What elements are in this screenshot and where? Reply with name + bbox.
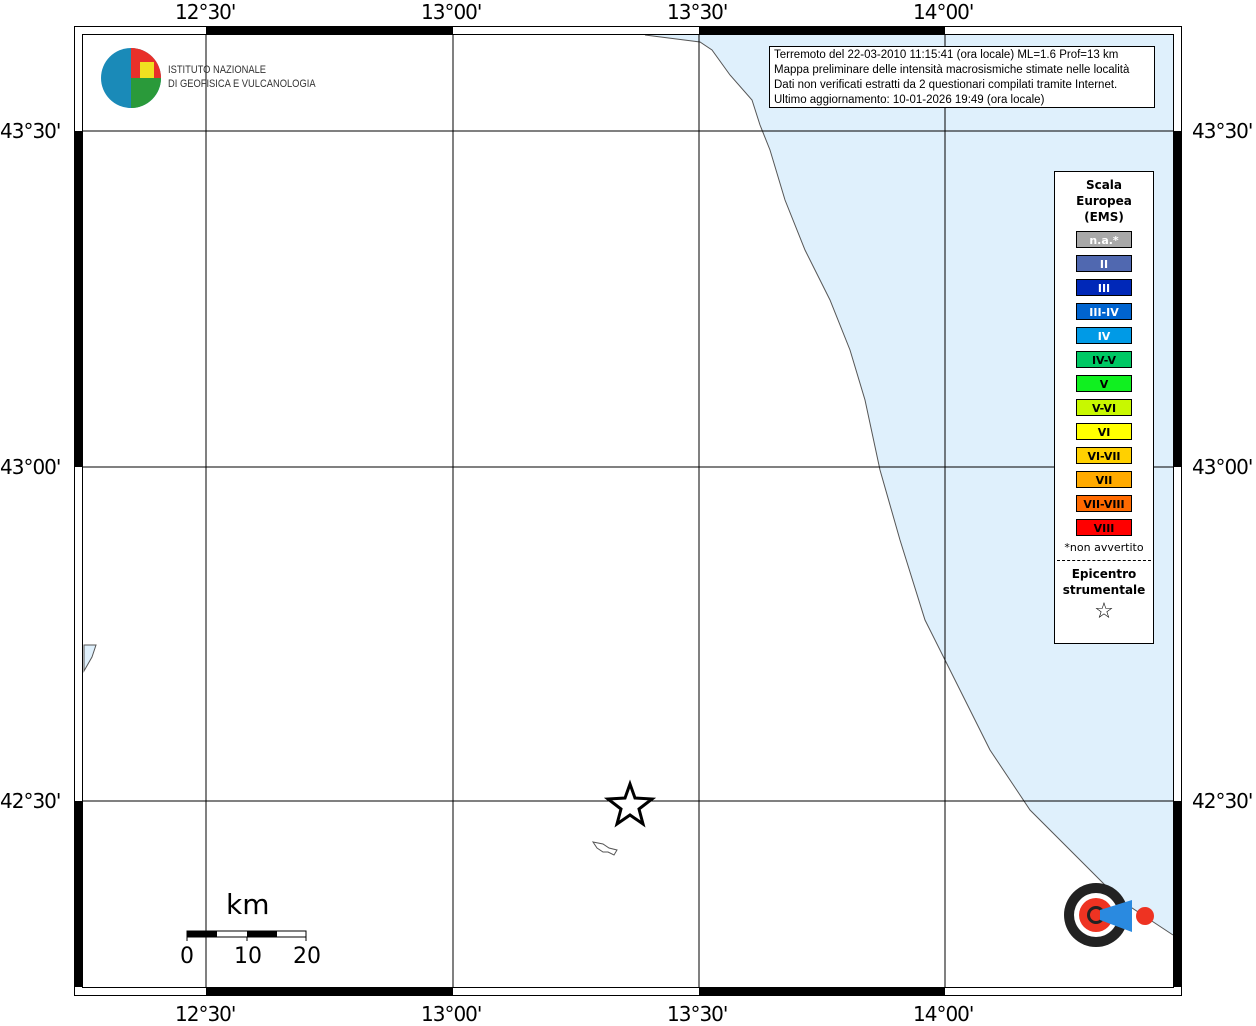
lon-label-bottom: 13°30' bbox=[667, 1002, 728, 1026]
legend-swatch: IV-V bbox=[1076, 351, 1132, 368]
legend-swatch: VI bbox=[1076, 423, 1132, 440]
scale-tick: 20 bbox=[293, 944, 321, 969]
legend-epicenter-label: Epicentro strumentale bbox=[1055, 566, 1153, 598]
legend-swatch: V-VI bbox=[1076, 399, 1132, 416]
legend-swatch: VIII bbox=[1076, 519, 1132, 536]
lon-label-bottom: 13°00' bbox=[421, 1002, 482, 1026]
legend-swatch: VII-VIII bbox=[1076, 495, 1132, 512]
legend-title-line: Scala bbox=[1085, 178, 1123, 192]
lon-label-top: 14°00' bbox=[913, 0, 974, 24]
legend-swatch: III-IV bbox=[1076, 303, 1132, 320]
info-line: Terremoto del 22-03-2010 11:15:41 (ora l… bbox=[774, 49, 1119, 61]
haisentito-logo-icon bbox=[1064, 883, 1154, 947]
info-line: Dati non verificati estratti da 2 questi… bbox=[774, 79, 1118, 91]
legend-note: *non avvertito bbox=[1064, 541, 1144, 554]
epicenter-star bbox=[603, 779, 657, 828]
legend-swatch: VII bbox=[1076, 471, 1132, 488]
legend-swatch: II bbox=[1076, 255, 1132, 272]
scale-unit: km bbox=[226, 888, 270, 921]
coastline bbox=[644, 34, 1174, 936]
institute-line: ISTITUTO NAZIONALE bbox=[168, 64, 267, 76]
legend-swatch: VI-VII bbox=[1076, 447, 1132, 464]
event-info-box: Terremoto del 22-03-2010 11:15:41 (ora l… bbox=[769, 46, 1155, 108]
lon-label-bottom: 12°30' bbox=[175, 1002, 236, 1026]
legend-swatch: n.a.* bbox=[1076, 231, 1132, 248]
ingv-globe-icon bbox=[101, 48, 161, 108]
info-line: Ultimo aggiornamento: 10-01-2026 19:49 (… bbox=[774, 94, 1045, 106]
scale-tick: 10 bbox=[234, 944, 262, 969]
legend-epicenter-line: strumentale bbox=[1062, 583, 1146, 597]
island bbox=[591, 841, 618, 856]
lon-label-top: 12°30' bbox=[175, 0, 236, 24]
lon-label-top: 13°00' bbox=[421, 0, 482, 24]
lat-label-right: 43°30' bbox=[1192, 119, 1253, 143]
lon-label-bottom: 14°00' bbox=[913, 1002, 974, 1026]
legend-title: Scala Europea (EMS) bbox=[1055, 177, 1153, 225]
frame-bars bbox=[75, 27, 1182, 996]
legend-title-line: (EMS) bbox=[1084, 210, 1124, 224]
lon-label-top: 13°30' bbox=[667, 0, 728, 24]
scale-tick: 0 bbox=[180, 944, 194, 969]
lat-label-left: 42°30' bbox=[0, 789, 61, 813]
sea bbox=[645, 35, 1173, 935]
lat-label-left: 43°30' bbox=[0, 119, 61, 143]
lat-label-right: 42°30' bbox=[1192, 789, 1253, 813]
legend-epicenter-line: Epicentro bbox=[1071, 567, 1137, 581]
lat-label-left: 43°00' bbox=[0, 455, 61, 479]
legend-title-line: Europea bbox=[1076, 194, 1132, 208]
legend-swatch: IV bbox=[1076, 327, 1132, 344]
graticule bbox=[83, 35, 1173, 987]
lake bbox=[83, 644, 97, 673]
lat-label-right: 43°00' bbox=[1192, 455, 1253, 479]
institute-line: DI GEOFISICA E VULCANOLOGIA bbox=[168, 78, 316, 90]
star-icon: ☆ bbox=[1094, 599, 1114, 624]
legend-swatch: III bbox=[1076, 279, 1132, 296]
info-line: Mappa preliminare delle intensità macros… bbox=[774, 64, 1130, 76]
legend-swatches: n.a.* II III III-IV IV IV-V V V-VI VI VI-VII VII VI… bbox=[1055, 231, 1153, 536]
legend: Scala Europea (EMS) n.a.* II III III-IV IV IV… bbox=[1054, 171, 1154, 644]
institute-name: ISTITUTO NAZIONALE DI GEOFISICA E VULCAN… bbox=[168, 63, 316, 91]
legend-swatch: V bbox=[1076, 375, 1132, 392]
scale-bar bbox=[186, 930, 307, 941]
